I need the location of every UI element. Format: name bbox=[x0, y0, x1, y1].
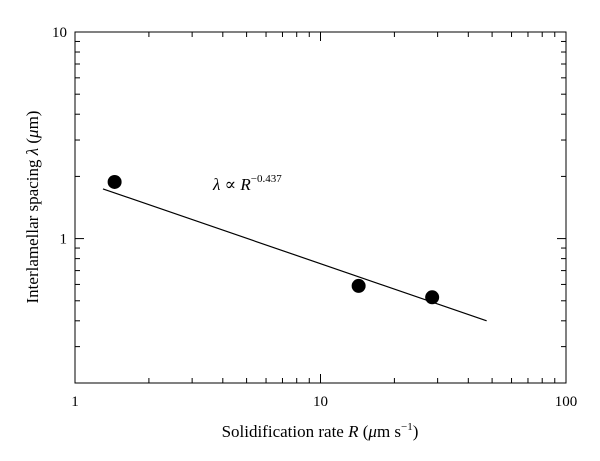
x-tick-label: 1 bbox=[71, 394, 79, 410]
xlabel-var: R bbox=[347, 422, 359, 441]
axis-ticks bbox=[74, 31, 567, 384]
axis-tick-labels: 1 10 100 1 10 bbox=[52, 25, 577, 410]
ylabel-var: λ bbox=[23, 148, 42, 156]
ylabel-open: ( bbox=[23, 138, 42, 148]
x-axis-title: Solidification rate R (μm s−1) bbox=[222, 421, 419, 441]
y-tick-label: 1 bbox=[60, 232, 68, 248]
annotation-exponent: −0.437 bbox=[251, 173, 282, 185]
annotation-lambda: λ bbox=[212, 175, 220, 194]
plot-frame bbox=[74, 31, 567, 384]
y-axis-title: Interlamellar spacing λ (μm) bbox=[23, 111, 42, 304]
xlabel-close: ) bbox=[413, 422, 419, 441]
data-point bbox=[351, 278, 366, 293]
x-tick-label: 100 bbox=[555, 394, 578, 410]
annotation-propto: ∝ bbox=[220, 175, 240, 194]
y-tick-label: 10 bbox=[52, 25, 67, 41]
data-point bbox=[425, 290, 440, 305]
fit-annotation: λ ∝ R−0.437 bbox=[212, 173, 282, 194]
ylabel-unit-mu: μ bbox=[23, 129, 42, 139]
xlabel-unit: m s bbox=[377, 422, 401, 441]
ylabel-prefix: Interlamellar spacing bbox=[23, 155, 42, 303]
data-point bbox=[107, 174, 122, 189]
fit-line bbox=[102, 188, 487, 322]
ylabel-close: ) bbox=[23, 111, 42, 117]
data-points bbox=[107, 174, 440, 305]
xlabel-prefix: Solidification rate bbox=[222, 422, 349, 441]
x-tick-label: 10 bbox=[313, 394, 328, 410]
xlabel-unit-mu: μ bbox=[367, 422, 377, 441]
ylabel-unit: m bbox=[23, 116, 42, 129]
xlabel-open: ( bbox=[358, 422, 368, 441]
xlabel-exponent: −1 bbox=[401, 421, 413, 433]
annotation-var: R bbox=[239, 175, 251, 194]
